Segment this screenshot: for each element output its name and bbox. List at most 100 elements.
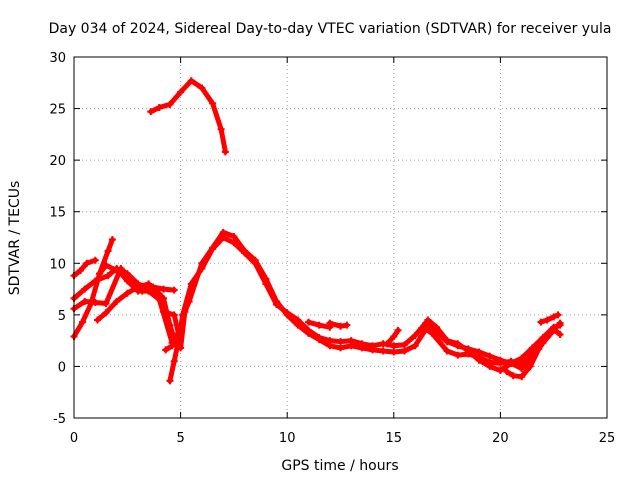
- data-point: [554, 311, 562, 319]
- data-point: [390, 333, 398, 341]
- series-line: [538, 312, 561, 325]
- data-point: [219, 234, 227, 241]
- data-point: [83, 259, 91, 267]
- data-point: [79, 318, 87, 326]
- data-point: [424, 316, 432, 324]
- y-tick-label: 10: [49, 257, 66, 272]
- data-point: [390, 342, 398, 350]
- data-point: [262, 280, 270, 288]
- data-point: [166, 377, 174, 385]
- data-point: [543, 316, 551, 324]
- plot-area: [70, 77, 564, 385]
- data-point: [170, 357, 178, 365]
- series-track-8: [166, 234, 564, 385]
- data-point: [556, 330, 564, 338]
- data-point: [87, 300, 95, 308]
- data-point: [209, 99, 217, 107]
- y-tick-label: 0: [58, 360, 66, 375]
- data-point: [539, 334, 547, 342]
- data-point: [145, 284, 153, 292]
- series-track-4: [70, 256, 99, 280]
- data-point: [134, 280, 142, 288]
- y-tick-label: 20: [49, 154, 66, 169]
- x-axis: 0 5 10 15 20 25: [70, 57, 615, 446]
- data-point: [379, 347, 387, 355]
- data-point: [93, 316, 101, 324]
- series-line: [97, 262, 179, 349]
- data-point: [432, 323, 440, 331]
- data-point: [96, 270, 104, 278]
- data-point: [81, 297, 89, 305]
- data-point: [418, 324, 426, 332]
- y-tick-label: 5: [58, 309, 66, 324]
- data-point: [464, 347, 472, 355]
- data-point: [518, 373, 526, 381]
- chart-title: Day 034 of 2024, Sidereal Day-to-day VTE…: [49, 21, 612, 37]
- data-point: [170, 286, 178, 294]
- data-point: [475, 356, 483, 364]
- data-point: [273, 301, 281, 309]
- data-point: [177, 88, 185, 96]
- data-point: [198, 264, 206, 272]
- series-line: [167, 235, 563, 384]
- data-point: [443, 347, 451, 355]
- data-point: [383, 340, 391, 348]
- data-point: [162, 346, 170, 354]
- data-point: [394, 326, 402, 334]
- data-point: [160, 285, 168, 293]
- data-point: [486, 352, 494, 360]
- x-tick-label: 5: [176, 431, 184, 446]
- data-point: [343, 321, 351, 329]
- data-point: [102, 261, 110, 269]
- data-point: [411, 342, 419, 350]
- data-point: [174, 331, 182, 339]
- data-point: [518, 354, 526, 362]
- data-point: [535, 345, 543, 353]
- data-point: [209, 245, 217, 253]
- data-point: [337, 338, 344, 346]
- data-point: [123, 277, 131, 285]
- data-point: [104, 247, 112, 255]
- data-point: [507, 359, 515, 367]
- data-point: [91, 256, 99, 264]
- data-point: [155, 104, 163, 112]
- data-point: [251, 259, 259, 267]
- data-point: [168, 342, 176, 350]
- data-point: [198, 84, 206, 92]
- data-point: [368, 342, 376, 350]
- data-point: [326, 337, 334, 345]
- data-point: [76, 267, 84, 275]
- data-point: [81, 285, 89, 293]
- data-point: [496, 356, 504, 364]
- x-tick-label: 20: [492, 431, 509, 446]
- data-point: [170, 311, 178, 319]
- data-point: [315, 321, 323, 329]
- series-track-1: [147, 77, 229, 156]
- data-point: [179, 311, 187, 319]
- data-point: [496, 367, 504, 375]
- data-point: [390, 348, 398, 356]
- data-point: [283, 309, 291, 317]
- data-point: [347, 337, 355, 345]
- series-track-10: [326, 319, 351, 330]
- data-point: [151, 285, 159, 293]
- data-point: [123, 270, 131, 278]
- x-tick-label: 25: [599, 431, 616, 446]
- data-point: [217, 125, 225, 133]
- data-point: [528, 344, 536, 352]
- data-point: [537, 318, 545, 326]
- data-point: [337, 322, 344, 330]
- series-track-5: [70, 236, 116, 341]
- data-point: [187, 280, 195, 288]
- x-tick-label: 0: [70, 431, 78, 446]
- data-point: [123, 289, 131, 297]
- data-point: [503, 368, 511, 376]
- x-tick-label: 15: [386, 431, 403, 446]
- series-track-14: [537, 311, 562, 326]
- data-point: [166, 100, 174, 108]
- data-point: [305, 318, 313, 326]
- series-track-11: [383, 326, 402, 348]
- y-axis-label: SDTVAR / TECUs: [7, 181, 23, 296]
- data-point: [294, 316, 302, 324]
- series-track-12: [418, 316, 564, 375]
